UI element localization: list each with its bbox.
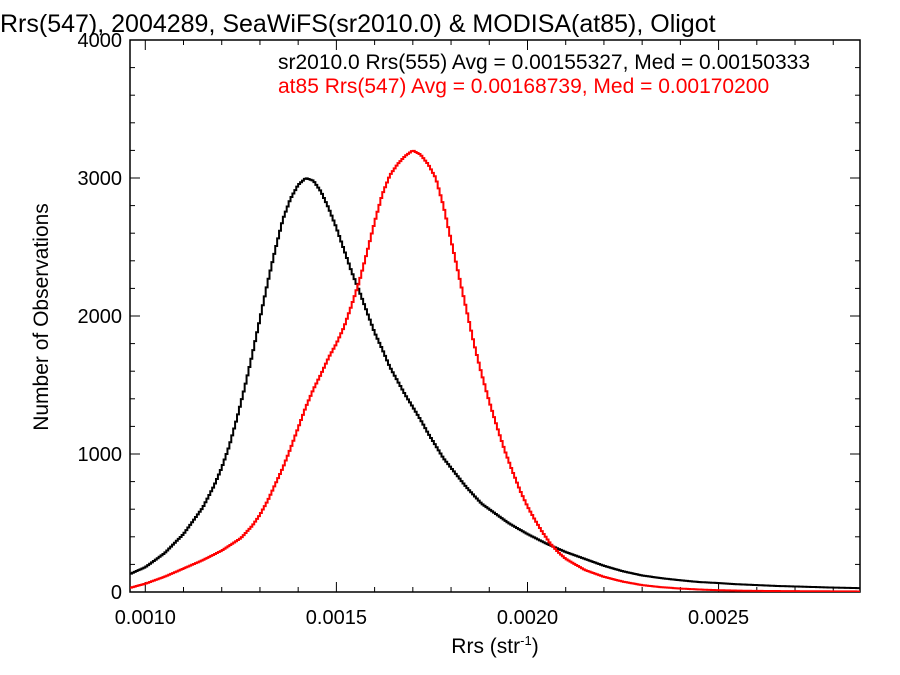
y-tick-label: 4000	[78, 30, 123, 52]
y-tick-label: 1000	[78, 444, 123, 466]
series-line	[130, 149, 860, 592]
x-tick-label: 0.0025	[688, 607, 749, 629]
x-tick-label: 0.0015	[306, 607, 367, 629]
series-line	[130, 177, 860, 590]
chart-title: Rrs(547), 2004289, SeaWiFS(sr2010.0) & M…	[0, 10, 716, 38]
y-axis: 0 1000 2000 3000 4000	[78, 30, 860, 604]
legend-annotations: sr2010.0 Rrs(555) Avg = 0.00155327, Med …	[278, 51, 810, 98]
legend-annotation: sr2010.0 Rrs(555) Avg = 0.00155327, Med …	[278, 51, 810, 74]
x-tick-label: 0.0020	[497, 607, 558, 629]
legend-annotation: at85 Rrs(547) Avg = 0.00168739, Med = 0.…	[278, 75, 769, 98]
y-axis-label: Number of Observations	[30, 203, 53, 431]
y-tick-label: 2000	[78, 306, 123, 328]
y-tick-label: 0	[111, 582, 122, 604]
series-layer	[130, 149, 860, 592]
plot-frame	[129, 39, 861, 593]
y-tick-label: 3000	[78, 168, 123, 190]
x-axis-label: Rrs (str-1)	[451, 633, 538, 658]
x-tick-label: 0.0010	[115, 607, 176, 629]
x-axis: 0.0010 0.0015 0.0020 0.0025	[115, 40, 834, 629]
plot-border	[129, 39, 861, 593]
